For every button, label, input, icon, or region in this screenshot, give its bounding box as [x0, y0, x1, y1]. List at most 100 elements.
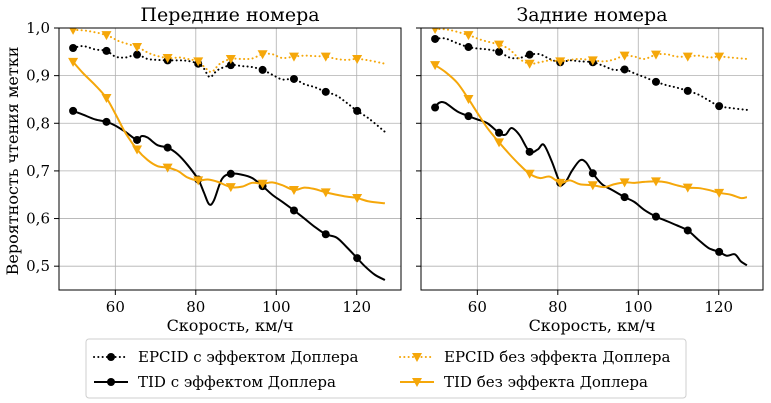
- data-point-0-6: [620, 65, 629, 74]
- plot-frame: [58, 27, 402, 291]
- data-point-3-4: [193, 176, 204, 186]
- data-point-3-2: [494, 138, 505, 148]
- data-point-1-0: [431, 103, 440, 112]
- data-point-0-6: [258, 65, 267, 74]
- series-line-0: [434, 37, 748, 111]
- y-tick-label: 1,0: [26, 19, 50, 37]
- series-line-3: [434, 64, 748, 200]
- data-point-2-4: [555, 57, 566, 67]
- data-point-0-8: [683, 86, 692, 95]
- legend-label-3: TID без эффекта Доплера: [444, 373, 648, 391]
- y-tick-label: 0,7: [26, 162, 50, 180]
- data-point-0-2: [495, 47, 504, 56]
- x-tick-label: 100: [624, 298, 653, 316]
- series-group: [68, 28, 386, 281]
- data-point-3-3: [524, 169, 535, 179]
- y-tick-label: 0,9: [26, 67, 50, 85]
- data-point-0-1: [102, 46, 111, 55]
- data-point-0-0: [431, 34, 440, 43]
- y-tick-label: 0,6: [26, 210, 50, 228]
- data-point-3-7: [650, 177, 661, 187]
- data-point-3-6: [619, 178, 630, 188]
- data-point-0-0: [69, 44, 78, 53]
- data-point-1-5: [226, 169, 235, 178]
- series-group: [430, 28, 748, 267]
- series-line-1: [434, 100, 748, 267]
- data-point-1-2: [495, 128, 504, 137]
- legend-label-0: EPCID с эффектом Доплера: [138, 348, 359, 366]
- data-point-3-0: [430, 61, 441, 71]
- y-tick-label: 0,5: [26, 257, 50, 275]
- data-point-1-7: [651, 212, 660, 221]
- data-point-2-2: [132, 43, 143, 53]
- x-tick-label: 60: [106, 298, 125, 316]
- data-point-3-1: [463, 94, 474, 104]
- data-point-3-5: [225, 183, 236, 193]
- data-point-0-9: [715, 102, 724, 111]
- data-point-3-1: [101, 94, 112, 104]
- data-point-2-9: [352, 54, 363, 64]
- data-point-1-7: [289, 206, 298, 215]
- data-point-3-8: [682, 183, 693, 193]
- data-point-1-5: [588, 169, 597, 178]
- series-line-2: [434, 28, 748, 65]
- data-point-2-9: [714, 52, 725, 62]
- data-point-3-0: [68, 57, 79, 67]
- data-point-2-7: [288, 52, 299, 62]
- data-point-0-9: [353, 106, 362, 115]
- data-point-2-3: [524, 59, 535, 69]
- chart-title: Передние номера: [140, 4, 319, 26]
- data-point-0-8: [321, 87, 330, 96]
- legend-box: [85, 338, 687, 399]
- y-axis-label: Вероятность чтения метки: [3, 47, 22, 276]
- data-point-2-2: [494, 40, 505, 50]
- data-point-3-7: [288, 185, 299, 195]
- data-point-1-8: [683, 226, 692, 235]
- series-line-0: [72, 45, 386, 133]
- legend-label-2: TID с эффектом Доплера: [138, 373, 336, 391]
- data-point-0-7: [651, 77, 660, 86]
- data-point-2-5: [587, 56, 598, 66]
- data-point-0-7: [289, 74, 298, 83]
- data-point-2-4: [193, 57, 204, 67]
- plot-frame: [420, 27, 764, 291]
- x-tick-label: 60: [468, 298, 487, 316]
- data-point-1-8: [321, 230, 330, 239]
- data-point-2-6: [257, 50, 268, 60]
- legend-marker-1: [412, 353, 422, 362]
- data-point-1-0: [69, 106, 78, 115]
- legend-label-1: EPCID без эффекта Доплера: [444, 348, 670, 366]
- data-point-2-5: [225, 54, 236, 64]
- legend-marker-3: [412, 378, 422, 387]
- data-point-1-3: [163, 143, 172, 152]
- data-point-3-3: [162, 163, 173, 173]
- series-line-3: [72, 61, 386, 205]
- x-tick-label: 120: [704, 298, 733, 316]
- x-tick-label: 80: [186, 298, 205, 316]
- data-point-1-1: [464, 112, 473, 121]
- data-point-3-9: [352, 194, 363, 204]
- x-tick-label: 120: [342, 298, 371, 316]
- data-point-3-9: [714, 188, 725, 198]
- x-tick-label: 100: [262, 298, 291, 316]
- data-point-2-8: [682, 52, 693, 62]
- x-axis-label: Скорость, км/ч: [167, 316, 294, 335]
- data-point-0-3: [525, 50, 534, 59]
- data-point-2-3: [162, 54, 173, 64]
- data-point-2-6: [619, 51, 630, 61]
- data-point-2-1: [463, 31, 474, 41]
- series-line-1: [72, 109, 386, 281]
- data-point-0-2: [133, 50, 142, 59]
- data-point-3-4: [555, 178, 566, 188]
- data-point-3-6: [257, 179, 268, 189]
- data-point-1-9: [353, 254, 362, 263]
- legend: EPCID с эффектом Доплера EPCID без эффект…: [85, 338, 687, 399]
- data-point-2-0: [431, 28, 439, 34]
- data-point-1-3: [525, 147, 534, 156]
- data-point-2-7: [650, 50, 661, 60]
- data-point-0-1: [464, 43, 473, 52]
- x-axis-label: Скорость, км/ч: [529, 316, 656, 335]
- x-tick-label: 80: [548, 298, 567, 316]
- panel-rear-plates: 60 80 100 120 Задние номера Скорость, км/ч: [416, 4, 764, 335]
